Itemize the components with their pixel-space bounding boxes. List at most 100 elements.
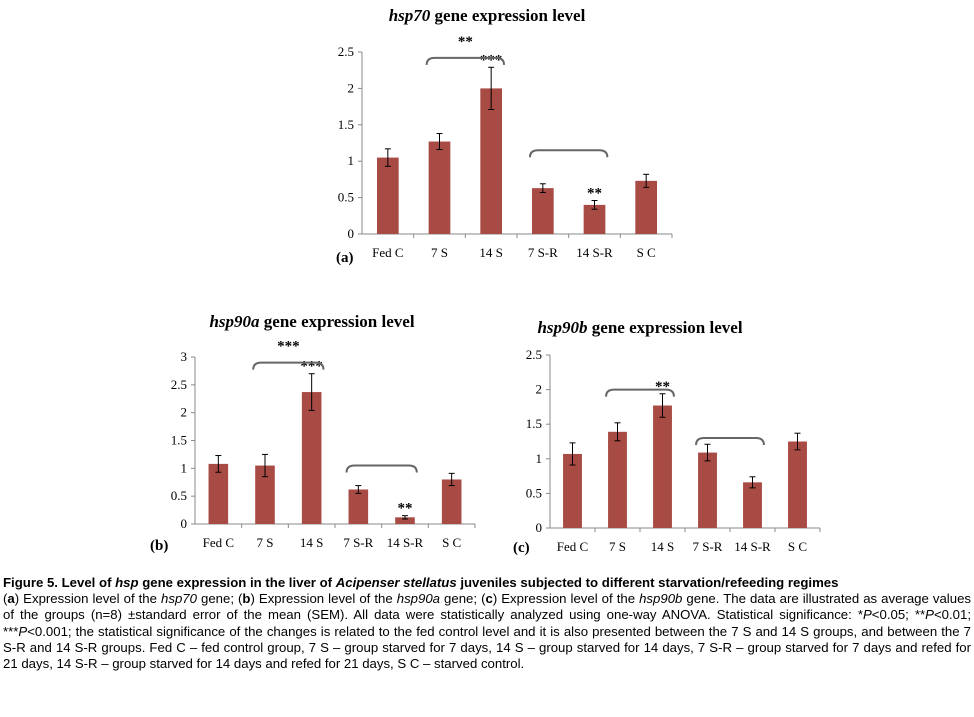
y-tick-label: 1.5 [171, 433, 187, 448]
caption-segment: <0.01; *** [3, 607, 971, 639]
bar [635, 180, 658, 234]
x-tick-label: 14 S [300, 535, 323, 550]
x-tick-label: Fed C [557, 539, 588, 554]
y-tick-label: 1.5 [526, 416, 542, 431]
x-tick-label: 14 S-R [387, 535, 424, 550]
panel-label: (c) [513, 540, 530, 556]
caption-segment: ) Expression level of the [492, 591, 640, 607]
x-tick-label: Fed C [203, 535, 234, 550]
bar [743, 482, 762, 528]
x-tick-label: 7 S-R [528, 245, 558, 260]
caption-segment: gene; ( [196, 591, 243, 607]
y-tick-label: 1 [536, 451, 543, 466]
caption-segment: b [242, 591, 251, 607]
caption-segment: hsp90a [396, 591, 441, 607]
bar [208, 463, 229, 524]
bar [480, 88, 503, 235]
y-tick-label: 0 [181, 516, 188, 531]
y-tick-label: 0 [536, 520, 543, 535]
caption-segment: hsp90b [639, 591, 683, 607]
title-text: gene expression level [259, 312, 415, 331]
bar [788, 441, 807, 528]
x-tick-label: 14 S [479, 245, 502, 260]
y-tick-label: 2 [348, 80, 355, 95]
chart-title: hsp90b gene expression level [537, 318, 742, 338]
caption-segment: hsp [115, 575, 139, 590]
significance-bracket [252, 361, 325, 370]
x-tick-label: Fed C [372, 245, 403, 260]
y-tick-label: 2.5 [526, 347, 542, 362]
caption-segment: gene expression in the liver of [138, 575, 336, 590]
caption-segment: gene; ( [440, 591, 486, 607]
caption-segment: ( [3, 591, 8, 607]
gene-name: hsp90b [537, 318, 588, 337]
x-tick-label: 14 S-R [576, 245, 613, 260]
significance-bracket [425, 56, 506, 65]
caption-segment: <0.001; the statistical significance of … [3, 623, 971, 672]
significance-bracket [528, 149, 609, 158]
bar [608, 431, 627, 528]
x-tick-label: 14 S-R [734, 539, 771, 554]
significance-bracket [695, 437, 765, 446]
y-tick-label: 3 [181, 349, 188, 364]
caption-segment: P [863, 607, 872, 623]
bar [653, 405, 672, 528]
x-tick-label: 7 S [609, 539, 626, 554]
y-tick-label: 2.5 [171, 377, 187, 392]
chart-title: hsp90a gene expression level [209, 312, 414, 332]
significance-bracket [345, 464, 418, 473]
caption-segment: Figure 5. Level of [3, 575, 116, 590]
caption-segment: <0.05; ** [871, 607, 926, 623]
bar [428, 141, 451, 234]
caption-segment: ) Expression level of the [250, 591, 397, 607]
y-tick-label: 1.5 [338, 117, 354, 132]
y-tick-label: 2.5 [338, 44, 354, 59]
caption-segment: juveniles subjected to different starvat… [456, 575, 839, 590]
caption-segment: hsp70 [161, 591, 197, 607]
bracket-label: ** [458, 34, 473, 50]
bar [376, 157, 399, 234]
caption-segment: P [925, 607, 934, 623]
bar [563, 453, 582, 528]
bracket-label: *** [277, 339, 300, 355]
x-tick-label: 7 S-R [343, 535, 373, 550]
bar [698, 452, 717, 528]
bar [255, 465, 275, 524]
y-tick-label: 2 [536, 382, 543, 397]
significance-bracket [605, 388, 675, 397]
x-tick-label: S C [788, 539, 807, 554]
caption-segment: c [485, 591, 493, 607]
y-tick-label: 0.5 [526, 485, 542, 500]
gene-name: hsp90a [209, 312, 260, 331]
significance-label: *** [480, 52, 503, 68]
caption-segment: a [7, 591, 15, 607]
x-tick-label: 14 S [651, 539, 674, 554]
panel-label: (b) [150, 538, 169, 554]
y-tick-label: 1 [348, 153, 355, 168]
x-tick-label: 7 S [431, 245, 448, 260]
significance-label: ** [587, 186, 602, 202]
x-tick-label: 7 S [257, 535, 274, 550]
significance-label: ** [655, 379, 670, 395]
gene-name: hsp70 [388, 6, 431, 25]
figure-caption: Figure 5. Level of hsp gene expression i… [3, 575, 971, 672]
bar [583, 204, 606, 234]
caption-segment: gene. The data are illustrated as averag… [3, 591, 971, 623]
y-tick-label: 2 [181, 405, 188, 420]
bar [531, 188, 554, 234]
title-text: gene expression level [587, 318, 743, 337]
y-tick-label: 0 [348, 226, 355, 241]
x-tick-label: 7 S-R [693, 539, 723, 554]
x-tick-label: S C [442, 535, 461, 550]
caption-segment: P [18, 623, 28, 639]
chart-title: hsp70 gene expression level [389, 6, 586, 26]
y-tick-label: 0.5 [171, 488, 187, 503]
y-tick-label: 1 [181, 460, 188, 475]
y-tick-label: 0.5 [338, 190, 354, 205]
bar [348, 489, 369, 524]
x-tick-label: S C [637, 245, 656, 260]
title-text: gene expression level [430, 6, 586, 25]
significance-label: *** [300, 359, 323, 375]
caption-segment: Acipenser stellatus [335, 575, 457, 590]
bar [395, 517, 415, 524]
